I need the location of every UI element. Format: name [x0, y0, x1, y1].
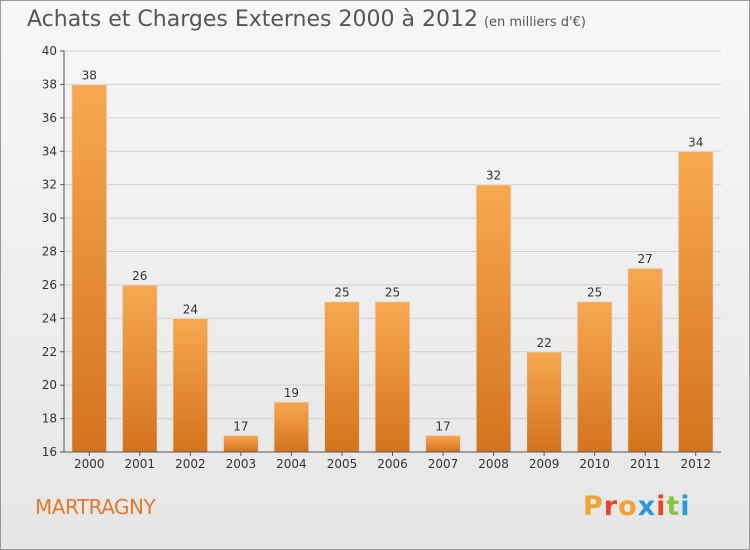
- bar-2009: [526, 351, 563, 453]
- x-tick-label: 2003: [226, 457, 257, 471]
- bars: 38 26 24 17 19 25 25 17 32 22 25 27 34: [71, 68, 714, 453]
- y-tick-label: 26: [42, 278, 57, 292]
- logo-letter: x: [637, 491, 657, 522]
- place-name: MARTRAGNY: [35, 495, 156, 519]
- y-tick-label: 34: [42, 144, 57, 158]
- x-tick-label: 2007: [428, 457, 459, 471]
- logo-letter: o: [618, 491, 638, 522]
- x-tick-label: 2002: [175, 457, 206, 471]
- bar-2005: [323, 301, 360, 453]
- bar-value-label: 34: [688, 135, 703, 149]
- bar-value-label: 17: [435, 419, 450, 433]
- bar-2002: [172, 317, 209, 453]
- bar-2001: [121, 284, 158, 453]
- bar-2004: [273, 401, 310, 453]
- x-tick-label: 2011: [630, 457, 661, 471]
- bar-value-label: 32: [486, 169, 501, 183]
- logo-letter: i: [680, 491, 691, 522]
- x-tick-label: 2004: [276, 457, 307, 471]
- x-tick-label: 2008: [478, 457, 509, 471]
- proxiti-logo: Proxiti: [583, 491, 691, 522]
- y-tick-label: 18: [42, 412, 57, 426]
- bar-value-label: 17: [233, 419, 248, 433]
- bar-2000: [71, 83, 108, 453]
- y-tick-label: 20: [42, 378, 57, 392]
- y-tick-label: 30: [42, 211, 57, 225]
- x-tick-label: 2012: [680, 457, 711, 471]
- y-tick-label: 24: [42, 311, 57, 325]
- bar-value-label: 19: [284, 386, 299, 400]
- chart-title-text: Achats et Charges Externes 2000 à 2012: [27, 7, 478, 32]
- logo-letter: i: [656, 491, 667, 522]
- y-tick-label: 16: [42, 445, 57, 459]
- x-tick-label: 2005: [327, 457, 358, 471]
- bar-value-label: 25: [334, 286, 349, 300]
- bar-value-label: 25: [385, 286, 400, 300]
- bar-value-label: 24: [183, 302, 198, 316]
- x-tick-label: 2001: [125, 457, 156, 471]
- axes: 16 18 20 22 24 26 28 30 32 34 36 38 40 2000 2001 2002 20…: [42, 44, 721, 471]
- y-tick-label: 38: [42, 77, 57, 91]
- logo-letter: P: [583, 491, 604, 522]
- bar-2010: [576, 301, 613, 453]
- chart-title: Achats et Charges Externes 2000 à 2012 (e…: [27, 7, 586, 32]
- bar-value-label: 26: [132, 269, 147, 283]
- x-tick-label: 2000: [74, 457, 105, 471]
- y-tick-label: 32: [42, 178, 57, 192]
- bar-2006: [374, 301, 411, 453]
- bar-2007: [425, 434, 462, 453]
- bar-2008: [475, 184, 512, 453]
- bar-value-label: 25: [587, 286, 602, 300]
- bar-value-label: 22: [536, 336, 551, 350]
- bar-value-label: 27: [638, 252, 653, 266]
- logo-letter: r: [603, 491, 619, 522]
- bar-value-label: 38: [82, 68, 97, 82]
- bar-2012: [677, 150, 714, 453]
- y-tick-label: 28: [42, 245, 57, 259]
- x-tick-label: 2006: [377, 457, 408, 471]
- x-tick-label: 2009: [529, 457, 560, 471]
- logo-letter: t: [666, 491, 681, 522]
- y-tick-label: 40: [42, 44, 57, 58]
- bar-2003: [222, 434, 259, 453]
- bar-2011: [627, 267, 664, 453]
- chart-subtitle: (en milliers d'€): [483, 15, 586, 30]
- x-tick-label: 2010: [579, 457, 610, 471]
- y-tick-label: 36: [42, 111, 57, 125]
- y-tick-label: 22: [42, 345, 57, 359]
